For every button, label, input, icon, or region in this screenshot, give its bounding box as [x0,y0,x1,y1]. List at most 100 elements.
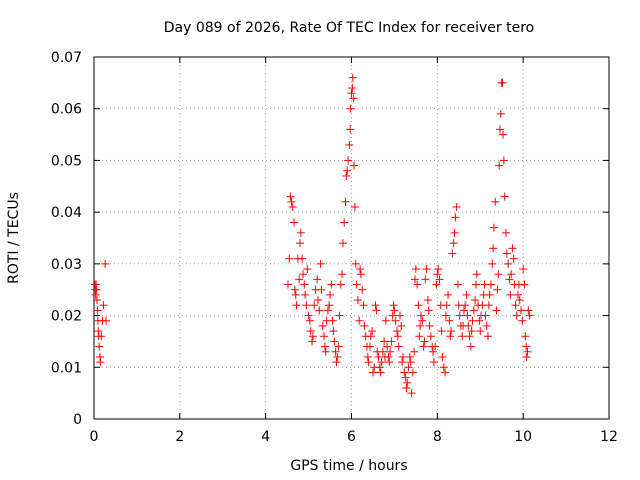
data-point [426,332,435,341]
data-point [333,352,342,361]
grid-lines [94,57,609,419]
data-point [345,140,354,149]
y-tick-label: 0.04 [51,205,82,221]
data-point [291,290,300,299]
data-point [469,306,478,315]
data-point [509,254,518,263]
data-point [467,327,476,336]
data-point [335,311,344,320]
data-point [347,89,356,98]
data-point [348,73,357,82]
data-point [445,316,454,325]
data-point [298,254,307,263]
chart-title: Day 089 of 2026, Rate Of TEC Index for r… [164,20,535,36]
data-point [471,280,480,289]
data-point [434,265,443,274]
data-point [371,301,380,310]
data-point [481,311,490,320]
data-point [395,311,404,320]
data-point [514,290,523,299]
data-point [446,332,455,341]
data-point [101,259,110,268]
data-point [455,311,464,320]
data-point [394,342,403,351]
data-point [323,306,332,315]
data-point [288,202,297,211]
data-point [502,249,511,258]
data-point [328,316,337,325]
data-point [506,290,515,299]
x-tick-label: 2 [175,429,184,445]
data-point [378,347,387,356]
x-tick-label: 12 [600,429,618,445]
data-point [520,280,529,289]
data-point [95,342,104,351]
data-point [332,358,341,367]
data-point [389,301,398,310]
data-point [334,342,343,351]
data-point [300,280,309,289]
data-point [429,347,438,356]
data-point [360,321,369,330]
data-point [287,197,296,206]
data-point [358,285,367,294]
y-tick-label: 0.01 [51,360,82,376]
data-point [320,332,329,341]
data-point [350,161,359,170]
data-point [393,332,402,341]
data-point [365,342,374,351]
data-point [453,280,462,289]
data-point [523,347,532,356]
data-point [484,301,493,310]
data-point [491,197,500,206]
data-point [392,327,401,336]
data-point [447,327,456,336]
data-point [330,337,339,346]
data-point [303,265,312,274]
data-point [511,301,520,310]
data-point [289,218,298,227]
data-point [408,368,417,377]
x-tick-label: 8 [433,429,442,445]
data-point [310,301,319,310]
data-point [524,306,533,315]
data-point [403,378,412,387]
data-point [489,244,498,253]
data-point [314,296,323,305]
data-point [504,259,513,268]
data-point [499,156,508,165]
data-point [295,275,304,284]
data-point [368,327,377,336]
data-point [368,368,377,377]
y-tick-label: 0 [73,412,82,428]
data-point [305,316,314,325]
data-point [410,347,419,356]
x-tick-label: 6 [347,429,356,445]
data-point [512,311,521,320]
x-tick-labels: 0 2 4 6 8 10 12 [90,429,618,445]
data-point [429,358,438,367]
data-point [306,327,315,336]
data-point [468,316,477,325]
data-point [317,285,326,294]
data-point [498,130,507,139]
data-point [489,223,498,232]
data-point [96,358,105,367]
data-point [486,280,495,289]
data-point [435,275,444,284]
data-point [355,316,364,325]
data-point [376,368,385,377]
data-point [372,306,381,315]
data-point [431,342,440,351]
data-point [315,306,324,315]
data-point [419,342,428,351]
data-point [451,213,460,222]
data-point [340,218,349,227]
data-point [515,296,524,305]
data-points [90,73,534,398]
data-point [299,270,308,279]
data-point [502,228,510,237]
data-point [346,125,355,134]
data-point [463,311,472,320]
data-point [377,358,386,367]
